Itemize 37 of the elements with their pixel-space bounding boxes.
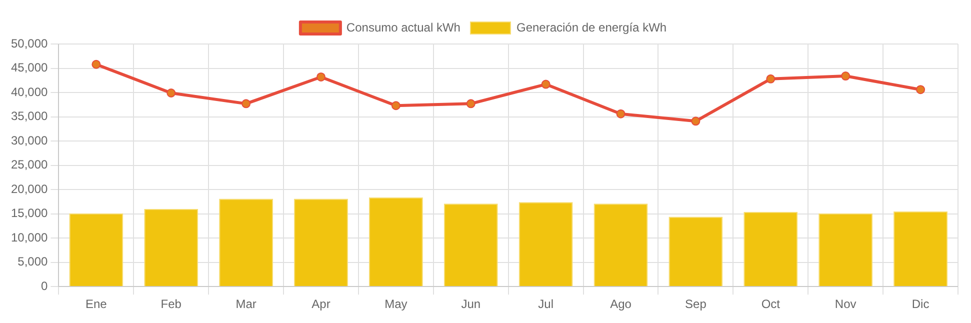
x-tick-label: May — [384, 297, 408, 312]
y-tick-label: 20,000 — [11, 182, 48, 196]
point — [391, 101, 400, 110]
point — [691, 116, 700, 126]
legend-label: Consumo actual kWh — [346, 20, 460, 34]
point — [166, 88, 176, 98]
point — [841, 72, 850, 81]
y-tick-label: 30,000 — [11, 133, 48, 148]
point — [541, 80, 550, 89]
x-tick-label: Ago — [610, 297, 632, 312]
y-tick-label: 10,000 — [11, 230, 48, 244]
legend-label: Generación de energía kWh — [516, 20, 667, 34]
y-tick-label: 0 — [41, 278, 48, 293]
x-tick-label: Ene — [85, 297, 108, 312]
y-tick-label: 25,000 — [11, 158, 48, 172]
point — [766, 74, 776, 84]
point — [316, 72, 326, 82]
x-tick-label: Oct — [761, 297, 781, 312]
y-tick-label: 40,000 — [11, 84, 48, 99]
y-tick-label: 45,000 — [11, 60, 48, 75]
x-tick-label: Sep — [685, 297, 707, 312]
point — [466, 99, 476, 108]
point — [92, 60, 101, 69]
x-tick-label: Apr — [312, 297, 330, 312]
x-tick-label: Nov — [834, 297, 856, 312]
y-tick-label: 50,000 — [11, 36, 48, 50]
x-tick-label: Jul — [538, 297, 554, 312]
x-tick-label: Dic — [912, 297, 930, 312]
point — [242, 99, 251, 108]
point — [616, 109, 626, 118]
y-tick-label: 5,000 — [18, 254, 48, 269]
y-tick-label: 15,000 — [11, 206, 48, 220]
point — [916, 85, 926, 94]
x-tick-label: Jun — [461, 297, 481, 312]
x-tick-label: Mar — [236, 297, 256, 312]
y-tick-label: 35,000 — [11, 109, 48, 124]
x-tick-label: Feb — [160, 297, 182, 312]
